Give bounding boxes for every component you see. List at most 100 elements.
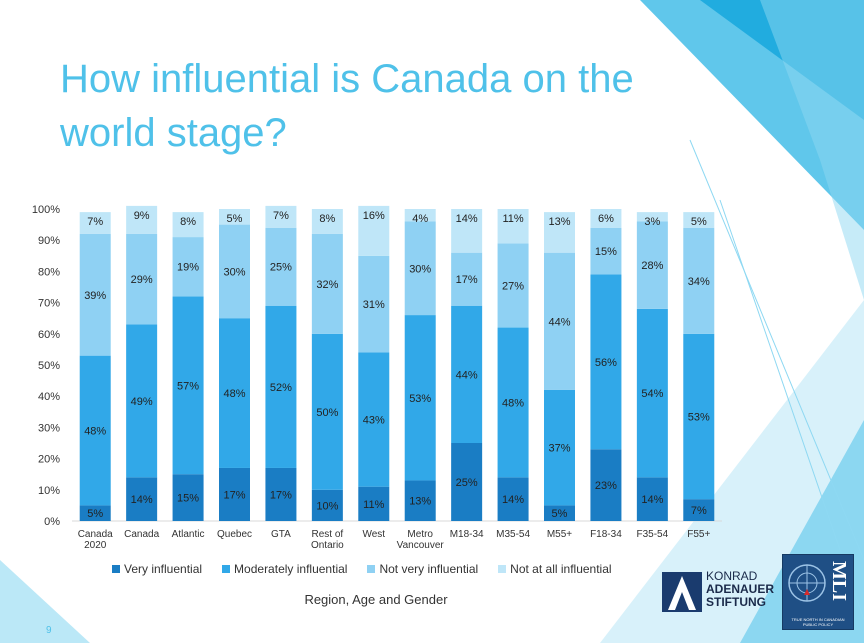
data-label: 8% <box>180 216 196 228</box>
data-label: 29% <box>131 274 153 286</box>
bar-segment-not-at-all <box>172 212 204 238</box>
category-label: M35-54 <box>496 529 530 540</box>
bar-segment-not-very <box>311 233 343 334</box>
data-label: 9% <box>134 210 150 222</box>
bar-segment-moderately <box>172 296 204 475</box>
y-tick-label: 20% <box>38 454 60 466</box>
bar-segment-not-very <box>358 255 390 353</box>
legend-item-very: Very influential <box>112 562 202 576</box>
y-tick-label: 70% <box>38 298 60 310</box>
data-label: 15% <box>595 246 617 258</box>
bar-segment-very <box>126 477 158 521</box>
bar-segment-moderately <box>544 389 575 506</box>
category-label: F55+ <box>687 529 710 540</box>
data-label: 14% <box>641 494 663 506</box>
data-label: 57% <box>177 380 199 392</box>
mli-tagline: TRUE NORTH IN CANADIAN PUBLIC POLICY <box>791 617 845 627</box>
data-label: 37% <box>548 443 570 455</box>
legend-swatch <box>112 565 120 573</box>
x-axis-title: Region, Age and Gender <box>304 592 448 607</box>
data-label: 13% <box>548 216 570 228</box>
data-label: 50% <box>316 407 338 419</box>
data-label: 54% <box>641 388 663 400</box>
y-tick-label: 40% <box>38 391 60 403</box>
kas-logo: KONRAD ADENAUER STIFTUNG <box>662 570 780 618</box>
bar-segment-not-very <box>265 227 297 306</box>
data-label: 17% <box>223 489 245 501</box>
data-label: 32% <box>316 279 338 291</box>
data-label: 43% <box>363 415 385 427</box>
bar-segment-not-at-all <box>265 205 297 228</box>
data-label: 17% <box>270 489 292 501</box>
compass-icon <box>788 564 826 602</box>
bar-segment-moderately <box>219 318 250 468</box>
data-label: 16% <box>363 210 385 222</box>
data-label: 34% <box>688 276 710 288</box>
category-label: Metro <box>407 529 433 540</box>
legend-swatch <box>367 565 376 573</box>
data-label: 44% <box>456 369 478 381</box>
data-label: 56% <box>595 357 617 369</box>
data-label: 7% <box>691 505 707 517</box>
y-tick-label: 90% <box>38 235 60 247</box>
bar-segment-moderately <box>497 327 529 478</box>
y-tick-label: 50% <box>38 360 60 372</box>
bar-segment-moderately <box>636 308 668 478</box>
category-label: Atlantic <box>172 529 205 540</box>
bar-segment-very <box>311 489 343 521</box>
bar-segment-very <box>544 505 575 521</box>
bar-segment-moderately <box>590 274 622 450</box>
bar-segment-not-at-all <box>590 209 622 228</box>
legend-swatch <box>498 565 507 573</box>
category-label: Canada <box>78 529 113 540</box>
data-label: 5% <box>87 508 103 520</box>
kas-mark-icon <box>662 572 702 612</box>
bar-segment-very <box>219 467 250 521</box>
category-label: Ontario <box>311 540 344 551</box>
legend-label: Not very influential <box>379 562 479 576</box>
bar-segment-not-very <box>636 221 668 309</box>
data-label: 15% <box>177 493 199 505</box>
data-label: 52% <box>270 382 292 394</box>
y-tick-label: 10% <box>38 485 60 497</box>
data-label: 25% <box>270 262 292 274</box>
data-label: 23% <box>595 480 617 492</box>
kas-line-2: ADENAUER <box>706 582 775 596</box>
data-label: 14% <box>502 494 524 506</box>
data-label: 39% <box>84 290 106 302</box>
kas-wordmark: KONRAD ADENAUER STIFTUNG <box>706 570 774 609</box>
category-label: Quebec <box>217 529 252 540</box>
data-label: 25% <box>456 477 478 489</box>
bar-segment-very <box>79 505 111 521</box>
data-label: 13% <box>409 496 431 508</box>
bar-segment-not-very <box>172 237 204 297</box>
category-label: Rest of <box>312 529 344 540</box>
data-label: 30% <box>223 266 245 278</box>
mli-wordmark: MLI <box>828 561 850 601</box>
category-label: F18-34 <box>590 529 622 540</box>
data-label: 11% <box>502 213 523 225</box>
bar-segment-not-very <box>497 243 529 328</box>
legend-item-not-at-all: Not at all influential <box>498 562 612 576</box>
category-label: West <box>362 529 385 540</box>
data-label: 6% <box>598 213 614 225</box>
y-tick-label: 60% <box>38 329 60 341</box>
bar-segment-very <box>172 474 204 521</box>
legend-label: Moderately influential <box>234 562 348 576</box>
bar-segment-moderately <box>79 355 111 506</box>
bar-segment-very <box>497 477 529 521</box>
bar-segment-moderately <box>404 315 436 481</box>
bar-segment-not-very <box>219 224 250 319</box>
data-label: 49% <box>131 396 153 408</box>
bar-segment-very <box>590 449 622 521</box>
data-label: 17% <box>456 274 478 286</box>
category-label: M55+ <box>547 529 572 540</box>
y-tick-label: 100% <box>32 204 60 216</box>
category-label: Canada <box>124 529 159 540</box>
bar-segment-not-at-all <box>683 212 715 228</box>
category-label: 2020 <box>84 540 107 551</box>
category-label: GTA <box>271 529 291 540</box>
data-label: 5% <box>227 213 243 225</box>
bar-segment-very <box>683 499 715 521</box>
